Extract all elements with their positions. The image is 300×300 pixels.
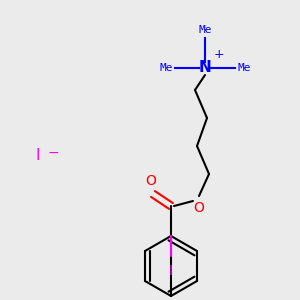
Text: I: I	[169, 264, 173, 278]
Text: O: O	[146, 174, 156, 188]
Text: Me: Me	[237, 63, 250, 73]
Text: Me: Me	[160, 63, 173, 73]
Text: +: +	[214, 47, 224, 61]
Text: I: I	[36, 148, 40, 163]
Text: Me: Me	[198, 25, 212, 35]
Text: −: −	[47, 146, 59, 160]
Text: O: O	[194, 201, 204, 215]
Text: N: N	[199, 61, 212, 76]
